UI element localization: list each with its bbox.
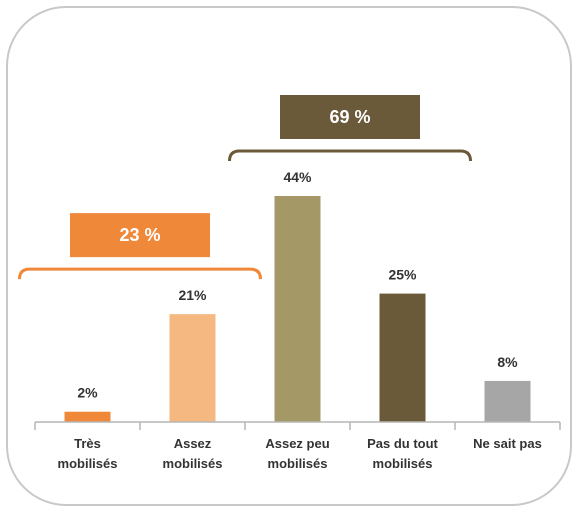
value-label-2: 44% bbox=[283, 169, 312, 185]
bar-2 bbox=[274, 196, 321, 422]
group-bracket-1 bbox=[228, 149, 472, 162]
group-label-1: 69 % bbox=[329, 107, 370, 127]
category-label-0: Très mobilisés bbox=[58, 436, 118, 471]
group-box-0 bbox=[70, 213, 210, 258]
category-label-2: Assez peu mobilisés bbox=[265, 436, 329, 471]
bar-0 bbox=[64, 411, 111, 422]
value-label-4: 8% bbox=[497, 354, 518, 370]
category-label-3: Pas du tout mobilisés bbox=[367, 436, 438, 471]
group-label-0: 23 % bbox=[119, 225, 160, 245]
value-label-1: 21% bbox=[178, 287, 207, 303]
bar-1 bbox=[169, 314, 216, 422]
group-box-1 bbox=[280, 95, 420, 139]
category-label-4: Ne sait pas bbox=[473, 436, 542, 451]
bar-3 bbox=[379, 293, 426, 422]
value-label-3: 25% bbox=[388, 267, 417, 283]
bar-4 bbox=[484, 380, 531, 422]
category-label-1: Assez mobilisés bbox=[163, 436, 223, 471]
group-bracket-0 bbox=[18, 267, 262, 280]
value-label-0: 2% bbox=[77, 385, 98, 401]
